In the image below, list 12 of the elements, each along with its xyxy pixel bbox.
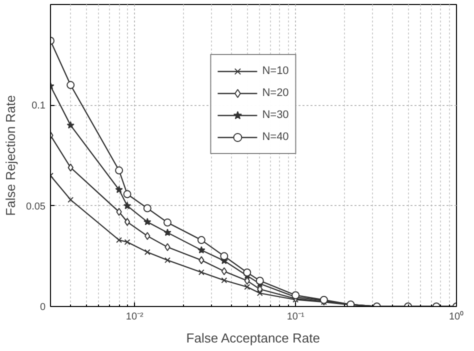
legend-label: N=20 bbox=[262, 87, 289, 99]
x-tick-label: 10⁻² bbox=[126, 312, 144, 322]
y-axis-title: False Rejection Rate bbox=[3, 95, 18, 216]
y-tick-label: 0.05 bbox=[26, 201, 46, 212]
legend-label: N=40 bbox=[262, 131, 289, 143]
x-tick-label: 10⁰ bbox=[448, 310, 464, 322]
legend-label: N=10 bbox=[262, 65, 289, 77]
y-tick-label: 0 bbox=[40, 302, 46, 313]
x-tick-label: 10⁻¹ bbox=[286, 312, 305, 322]
y-tick-label: 0.1 bbox=[32, 100, 46, 112]
legend-label: N=30 bbox=[262, 109, 289, 121]
x-axis-title: False Acceptance Rate bbox=[186, 330, 320, 346]
